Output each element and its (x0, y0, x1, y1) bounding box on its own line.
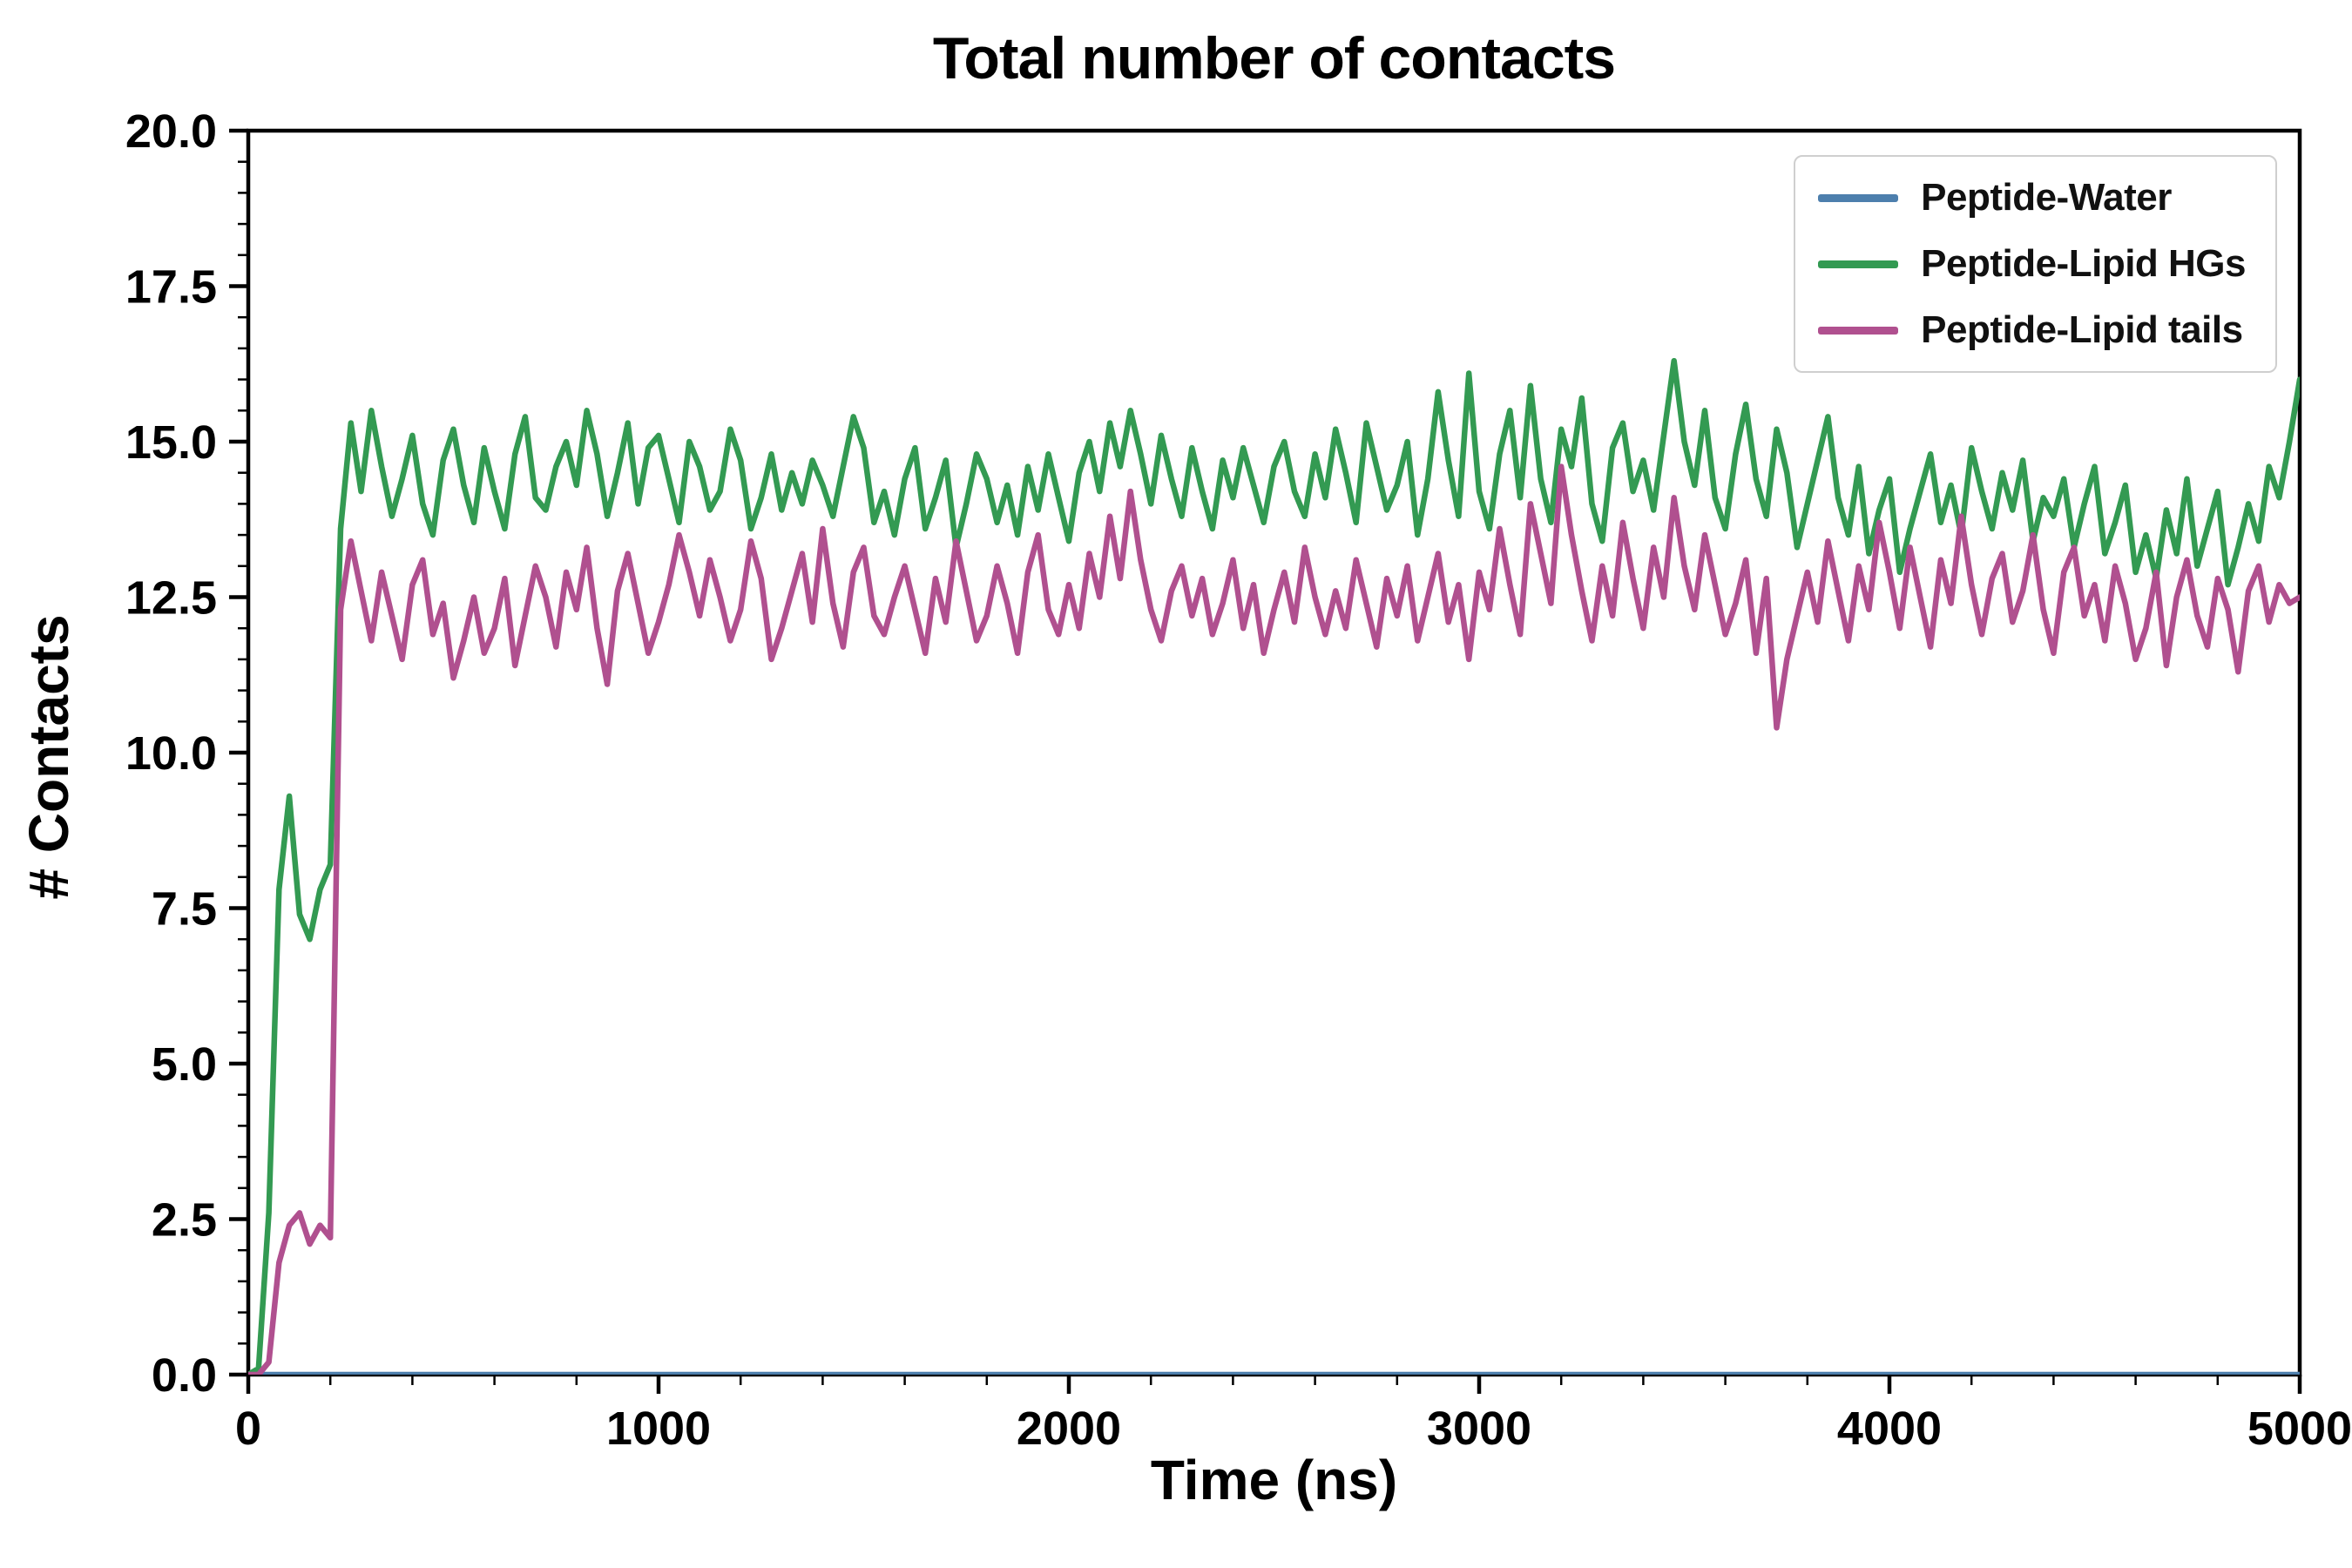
x-tick-label: 4000 (1837, 1402, 1942, 1455)
y-tick-label: 7.5 (152, 883, 217, 936)
y-tick-label: 15.0 (125, 416, 217, 469)
series-line-peptide-lipid-tails (248, 463, 2300, 1375)
x-tick-label: 2000 (1017, 1402, 1121, 1455)
legend-swatch-peptide-lipid-hgs (1818, 260, 1899, 268)
y-tick-label: 17.5 (125, 261, 217, 314)
chart-title: Total number of contacts (932, 25, 1616, 91)
series-line-peptide-lipid-hgs (248, 357, 2300, 1375)
y-tick-label: 12.5 (125, 572, 217, 625)
y-tick-label: 2.5 (152, 1194, 217, 1247)
legend-swatch-peptide-water (1818, 193, 1899, 202)
x-tick-label: 0 (235, 1402, 261, 1455)
x-tick-label: 1000 (606, 1402, 711, 1455)
x-tick-label: 5000 (2247, 1402, 2352, 1455)
legend: Peptide-Water Peptide-Lipid HGs Peptide-… (1794, 155, 2277, 373)
legend-label: Peptide-Lipid HGs (1921, 242, 2246, 285)
y-tick-label: 10.0 (125, 727, 217, 780)
legend-label: Peptide-Water (1921, 176, 2172, 219)
y-tick-label: 20.0 (125, 105, 217, 158)
legend-item-peptide-water: Peptide-Water (1818, 176, 2246, 220)
y-tick-label: 5.0 (152, 1038, 217, 1091)
x-tick-label: 3000 (1427, 1402, 1531, 1455)
legend-swatch-peptide-lipid-tails (1818, 326, 1899, 335)
legend-label: Peptide-Lipid tails (1921, 308, 2243, 351)
legend-item-peptide-lipid-hgs: Peptide-Lipid HGs (1818, 242, 2246, 286)
y-tick-label: 0.0 (152, 1349, 217, 1402)
legend-item-peptide-lipid-tails: Peptide-Lipid tails (1818, 308, 2246, 352)
x-axis-label: Time (ns) (1150, 1449, 1398, 1511)
